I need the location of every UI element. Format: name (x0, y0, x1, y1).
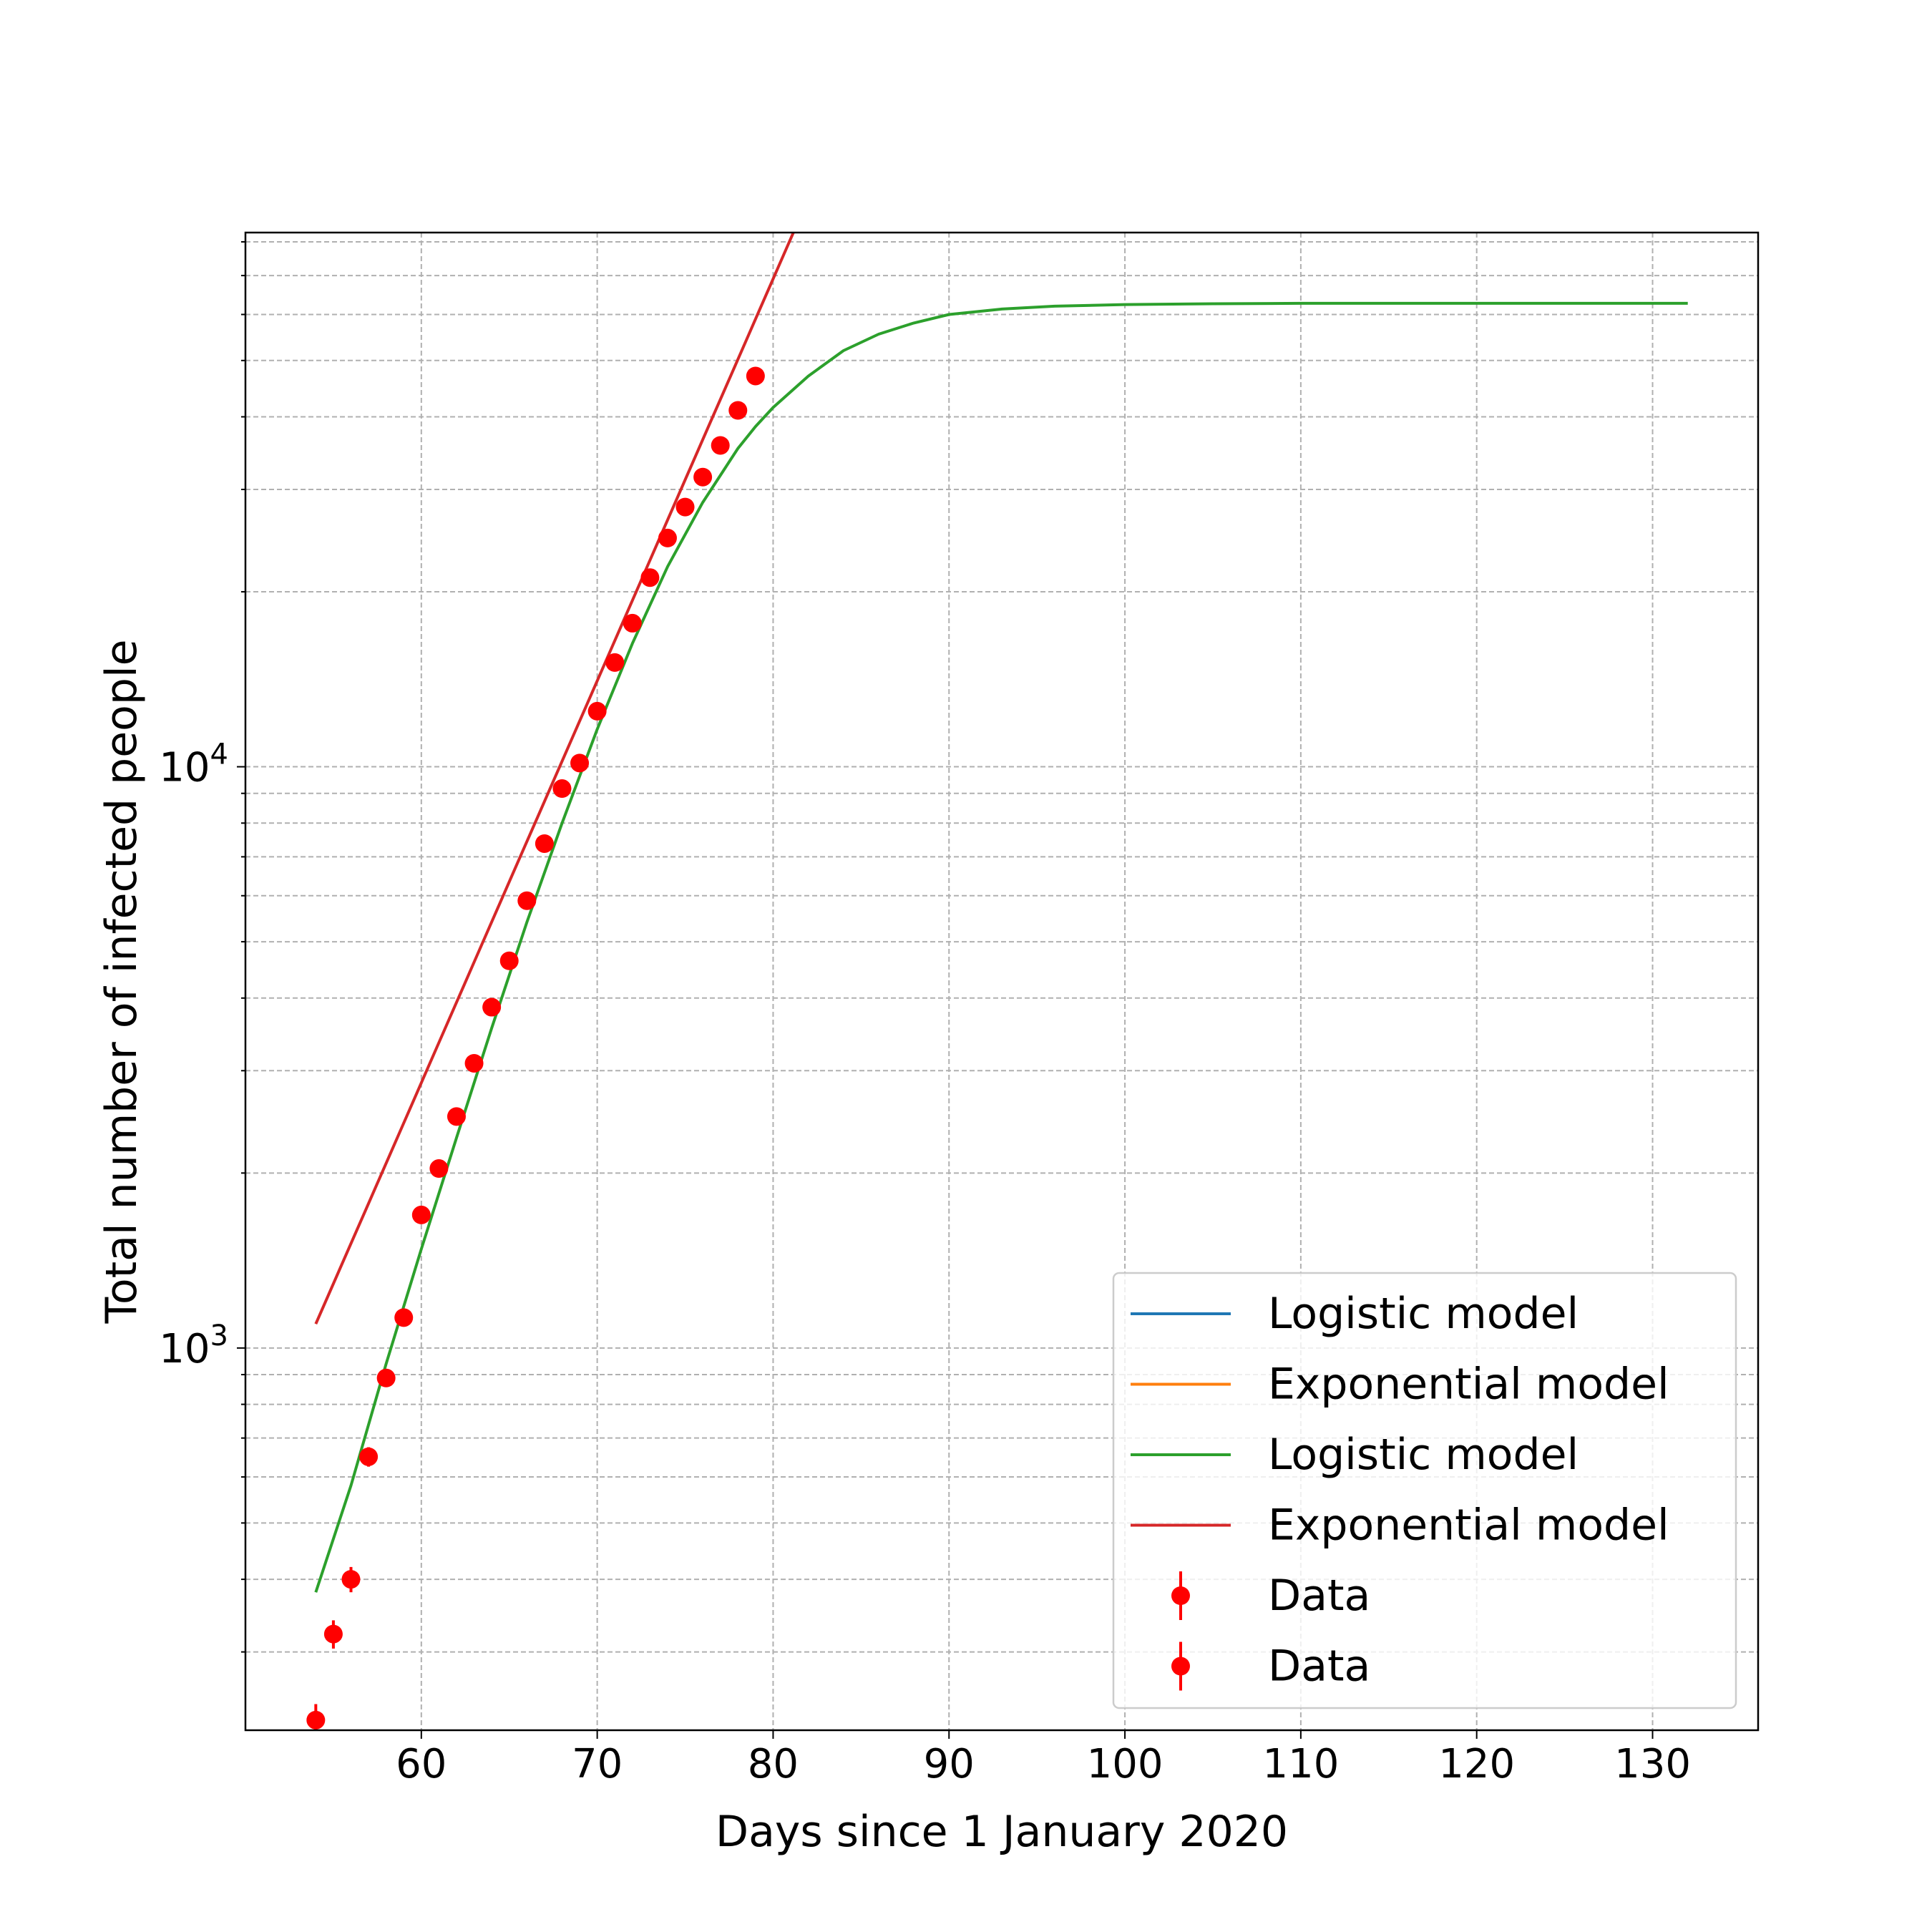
y-axis-label: Total number of infected people (97, 639, 147, 1324)
data-point (359, 1447, 379, 1466)
data-point (411, 1205, 431, 1224)
legend-label: Exponential model (1268, 1360, 1669, 1410)
legend-label: Data (1268, 1571, 1370, 1621)
data-point (447, 1107, 466, 1126)
legend-item: Data (1171, 1641, 1370, 1692)
legend-label: Data (1268, 1641, 1370, 1692)
data-point (570, 753, 590, 773)
data-point (306, 1710, 326, 1730)
data-point (728, 401, 748, 420)
legend-label: Exponential model (1268, 1501, 1669, 1551)
data-point (693, 467, 713, 487)
legend-label: Logistic model (1268, 1289, 1579, 1339)
series-line (314, 233, 795, 1325)
x-axis-label: Days since 1 January 2020 (716, 1807, 1288, 1857)
data-point (499, 951, 519, 970)
data-point (587, 701, 607, 721)
data-point (552, 779, 572, 799)
legend-item: Exponential model (1131, 1501, 1669, 1551)
data-point (341, 1570, 361, 1589)
legend-item: Exponential model (1131, 1360, 1669, 1410)
legend-marker-handle (1171, 1586, 1190, 1605)
data-point (376, 1368, 396, 1387)
data-point (323, 1624, 343, 1644)
data-point (623, 613, 642, 633)
data-point (640, 568, 660, 587)
x-tick-label: 130 (1614, 1741, 1691, 1787)
series-line (314, 301, 1688, 1593)
x-tick-label: 120 (1438, 1741, 1515, 1787)
plot-series (306, 233, 1688, 1730)
x-tick-label: 100 (1087, 1741, 1163, 1787)
y-tick-label: 103 (159, 1319, 228, 1372)
legend-item: Logistic model (1131, 1430, 1579, 1480)
legend-box (1112, 1272, 1737, 1709)
data-point (605, 653, 625, 672)
data-point (658, 528, 677, 547)
data-point (517, 891, 537, 910)
y-tick-label: 104 (159, 738, 228, 791)
x-tick-label: 90 (924, 1741, 975, 1787)
x-tick-label: 110 (1262, 1741, 1339, 1787)
data-point (429, 1159, 449, 1179)
legend-item: Data (1171, 1571, 1370, 1621)
data-point (482, 997, 502, 1017)
legend-label: Logistic model (1268, 1430, 1579, 1480)
axes-frame (244, 231, 1760, 1732)
legend: Logistic model Exponential model Logistic … (1112, 1272, 1737, 1709)
y-tick-label-base: 10 (159, 1326, 210, 1372)
legend-marker-handle (1171, 1657, 1190, 1676)
y-tick-label-exponent: 3 (210, 1319, 228, 1352)
data-point (394, 1308, 414, 1327)
data-point (464, 1053, 484, 1073)
data-point (535, 834, 554, 853)
data-point (675, 497, 695, 517)
y-tick-label-base: 10 (159, 745, 210, 791)
x-tick-label: 60 (396, 1741, 447, 1787)
data-point (746, 366, 765, 386)
data-point (711, 436, 730, 455)
legend-item: Logistic model (1131, 1289, 1579, 1339)
x-tick-label: 70 (572, 1741, 623, 1787)
x-tick-label: 80 (748, 1741, 799, 1787)
y-tick-label-exponent: 4 (210, 738, 228, 771)
